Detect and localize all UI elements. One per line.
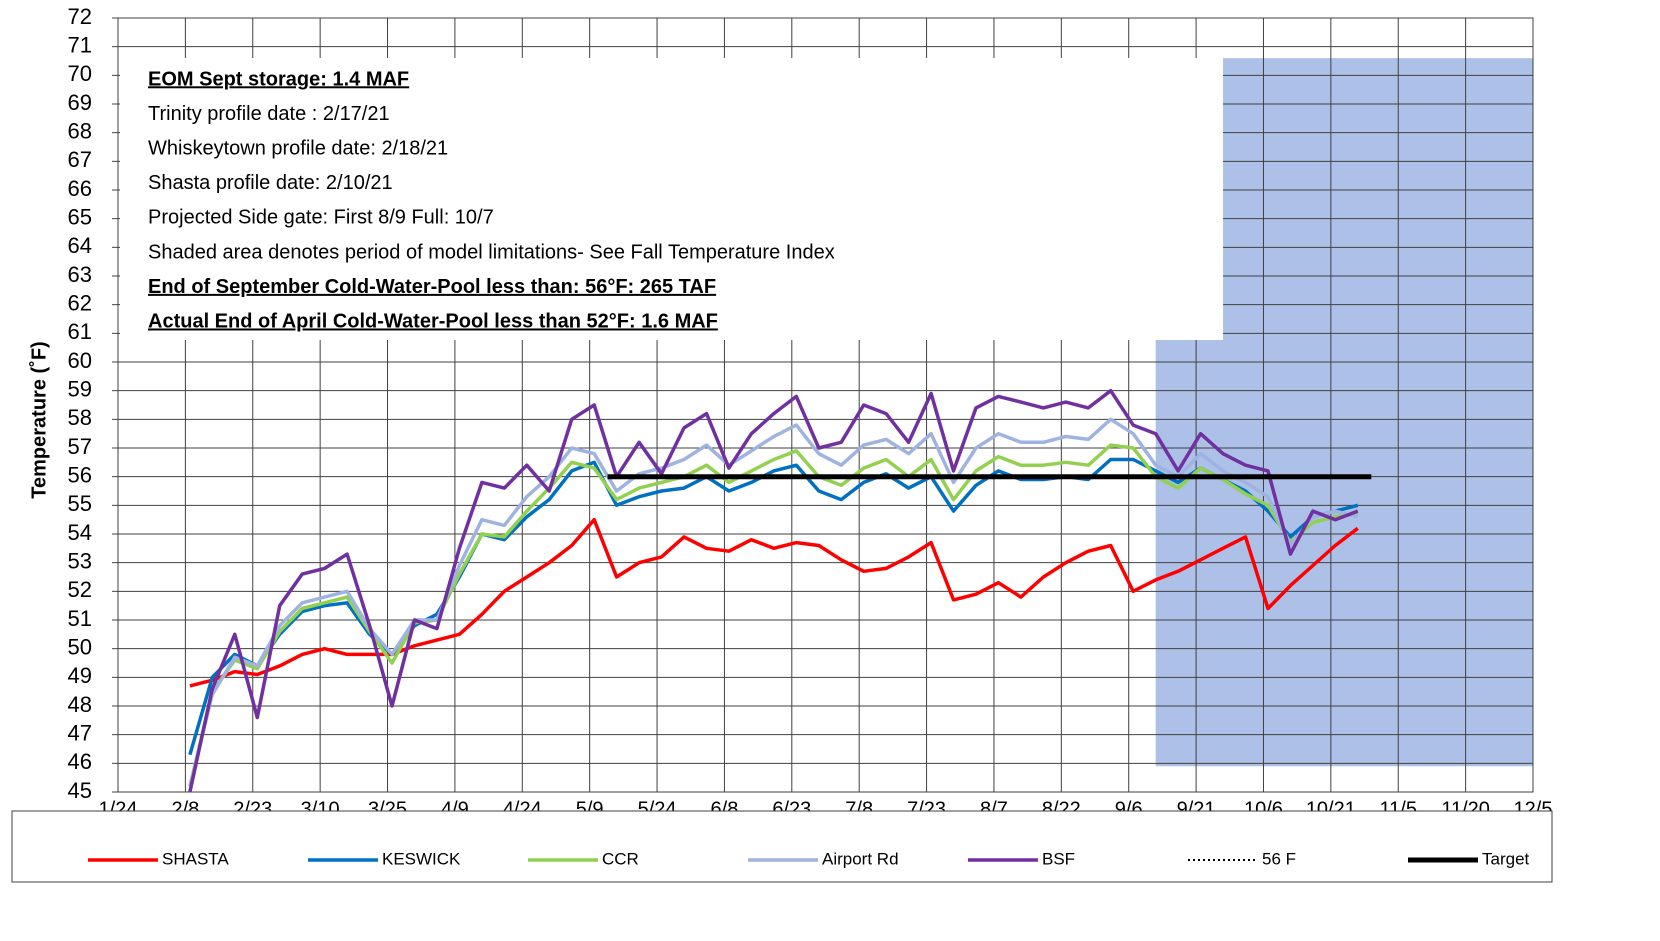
y-tick-label: 47 xyxy=(68,720,92,745)
plot-frame xyxy=(117,17,1534,793)
y-tick-label: 53 xyxy=(68,548,92,573)
annotation: Actual End of April Cold-Water-Pool less… xyxy=(148,310,718,332)
y-tick-label: 51 xyxy=(68,606,92,631)
y-tick-label: 58 xyxy=(68,405,92,430)
y-tick-label: 45 xyxy=(68,778,92,803)
legend-label: 56 F xyxy=(1262,849,1296,868)
y-tick-label: 62 xyxy=(68,290,92,315)
y-tick-label: 65 xyxy=(68,204,92,229)
annotation: Whiskeytown profile date: 2/18/21 xyxy=(148,137,448,159)
legend-label: SHASTA xyxy=(162,849,229,868)
y-tick-label: 50 xyxy=(68,634,92,659)
annotation: Projected Side gate: First 8/9 Full: 10/… xyxy=(148,207,494,229)
annotation: End of September Cold-Water-Pool less th… xyxy=(148,276,716,298)
y-tick-label: 59 xyxy=(68,376,92,401)
y-tick-label: 72 xyxy=(68,4,92,29)
y-tick-label: 56 xyxy=(68,462,92,487)
annotation: Trinity profile date : 2/17/21 xyxy=(148,103,390,125)
annotation: Shaded area denotes period of model limi… xyxy=(148,241,835,263)
legend-label: KESWICK xyxy=(382,849,461,868)
y-tick-label: 55 xyxy=(68,491,92,516)
y-tick-label: 68 xyxy=(68,118,92,143)
y-tick-label: 57 xyxy=(68,434,92,459)
legend-label: CCR xyxy=(602,849,639,868)
y-tick-label: 70 xyxy=(68,61,92,86)
y-tick-label: 49 xyxy=(68,663,92,688)
y-tick-label: 46 xyxy=(68,749,92,774)
y-tick-label: 66 xyxy=(68,176,92,201)
annotation: Shasta profile date: 2/10/21 xyxy=(148,172,393,194)
y-tick-label: 64 xyxy=(68,233,92,258)
annotation: EOM Sept storage: 1.4 MAF xyxy=(148,68,409,90)
y-tick-label: 60 xyxy=(68,348,92,373)
series-line xyxy=(188,417,1359,787)
legend-box xyxy=(11,810,1553,883)
y-tick-label: 48 xyxy=(68,692,92,717)
y-tick-label: 67 xyxy=(68,147,92,172)
legend-label: Airport Rd xyxy=(822,849,899,868)
y-tick-label: 69 xyxy=(68,90,92,115)
legend-label: Target xyxy=(1482,849,1530,868)
series-line xyxy=(188,388,1359,793)
y-tick-label: 61 xyxy=(68,319,92,344)
y-tick-label: 54 xyxy=(68,520,92,545)
y-tick-label: 71 xyxy=(68,32,92,57)
y-tick-label: 52 xyxy=(68,577,92,602)
annotation-box xyxy=(120,58,1224,340)
y-tick-label: 63 xyxy=(68,262,92,287)
legend-label: BSF xyxy=(1042,849,1075,868)
series-line xyxy=(188,443,1359,787)
y-axis-title: Temperature (˚F) xyxy=(27,341,50,498)
